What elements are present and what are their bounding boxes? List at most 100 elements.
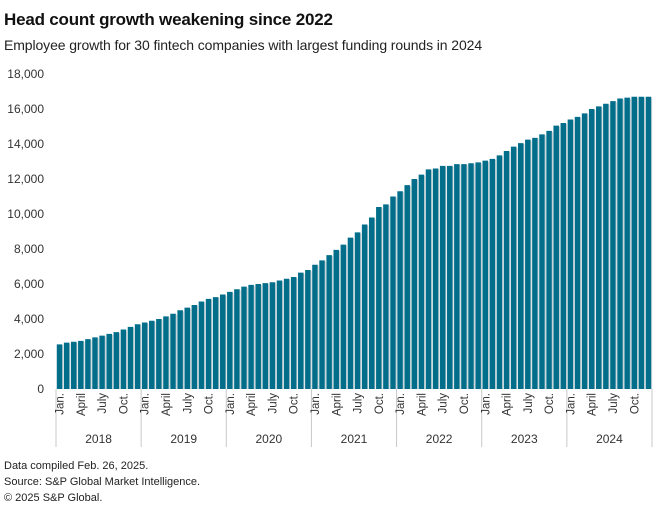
bar-shadow [473,164,475,389]
bar-shadow [111,334,113,390]
bar-shadow [402,192,404,389]
bar [574,116,581,390]
year-tick-label: 2018 [85,432,112,446]
bar [85,339,91,390]
bar-shadow [324,261,326,390]
bar [326,255,332,390]
bar-shadow [516,147,518,390]
bar [354,232,361,390]
bar-shadow [90,340,92,390]
bar-shadow [452,166,454,390]
bar-shadow [608,104,610,389]
month-tick-label: Jan. [225,393,237,415]
bar-shadow [615,102,617,390]
bar [141,322,148,389]
bar-shadow [573,120,575,389]
bar-chart: 0 2,000 4,000 6,000 8,000 10,000 12,000 14,000 1… [7,67,653,447]
y-tick-label: 8,000 [14,242,44,256]
y-tick-label: 18,000 [7,67,44,81]
bar [241,286,247,390]
bar-shadow [551,131,553,390]
bar [227,291,233,390]
bar [475,162,481,390]
bar [418,174,425,390]
bar [610,101,616,390]
bar [361,224,368,389]
bar [376,207,382,389]
bar [305,270,311,389]
bar [248,284,254,390]
bar [461,164,467,390]
bar [269,282,276,389]
bar-shadow [253,285,255,390]
bar [638,96,645,389]
bar-shadow [530,140,532,390]
bar-shadow [161,320,163,389]
bar [319,260,325,390]
bar [276,280,283,389]
month-tick-label: April [416,393,428,416]
bar-shadow [644,97,646,389]
bar-shadow [445,166,447,390]
month-tick-label: April [76,393,88,416]
bar [78,340,84,390]
bar [347,237,354,390]
bar-shadow [381,208,383,389]
bar [489,158,496,390]
bar-shadow [175,314,177,389]
bar [234,289,240,389]
bar [70,341,77,389]
y-tick-label: 10,000 [7,207,44,221]
bar [567,119,574,389]
bar [603,103,609,389]
year-tick-label: 2022 [426,432,453,446]
bar [454,164,460,390]
bar [163,316,169,390]
year-tick-label: 2023 [511,432,538,446]
y-tick-label: 4,000 [14,312,44,326]
bar [468,163,474,389]
month-tick-label: Jan. [55,393,67,415]
bar [503,151,510,389]
month-tick-label: July [523,393,535,414]
footer-source: Source: S&P Global Market Intelligence. [4,476,201,488]
bar [631,96,638,389]
month-tick-label: July [438,393,450,414]
bar-shadow [374,218,376,389]
year-tick-label: 2021 [341,432,368,446]
bar-shadow [104,336,106,390]
bar [177,310,183,389]
bar-shadow [544,135,546,390]
bar [205,298,212,390]
bar-shadow [126,330,128,389]
bar [290,277,297,389]
bar-shadow [409,186,411,390]
y-tick-label: 0 [37,382,44,396]
bar-shadow [509,152,511,389]
bar [262,283,269,390]
bar [368,217,375,389]
chart-title: Head count growth weakening since 2022 [4,10,333,29]
month-tick-label: July [97,393,109,414]
bar [149,320,155,389]
bar [191,305,198,389]
bar-shadow [317,265,319,389]
bar [496,155,503,390]
year-tick-label: 2024 [596,432,623,446]
bar [447,165,453,390]
bar [333,249,340,390]
bar-shadow [622,99,624,389]
bar-shadow [459,165,461,390]
bar-shadow [388,205,390,390]
bar-shadow [580,117,582,390]
bar [219,294,226,389]
bar-shadow [466,165,468,390]
month-tick-label: April [246,393,258,416]
bar-shadow [587,114,589,390]
bar-shadow [346,245,348,390]
bar-shadow [182,311,184,389]
bar-shadow [424,175,426,390]
bar-shadow [502,156,504,390]
bar [588,109,595,389]
bar-shadow [594,110,596,389]
